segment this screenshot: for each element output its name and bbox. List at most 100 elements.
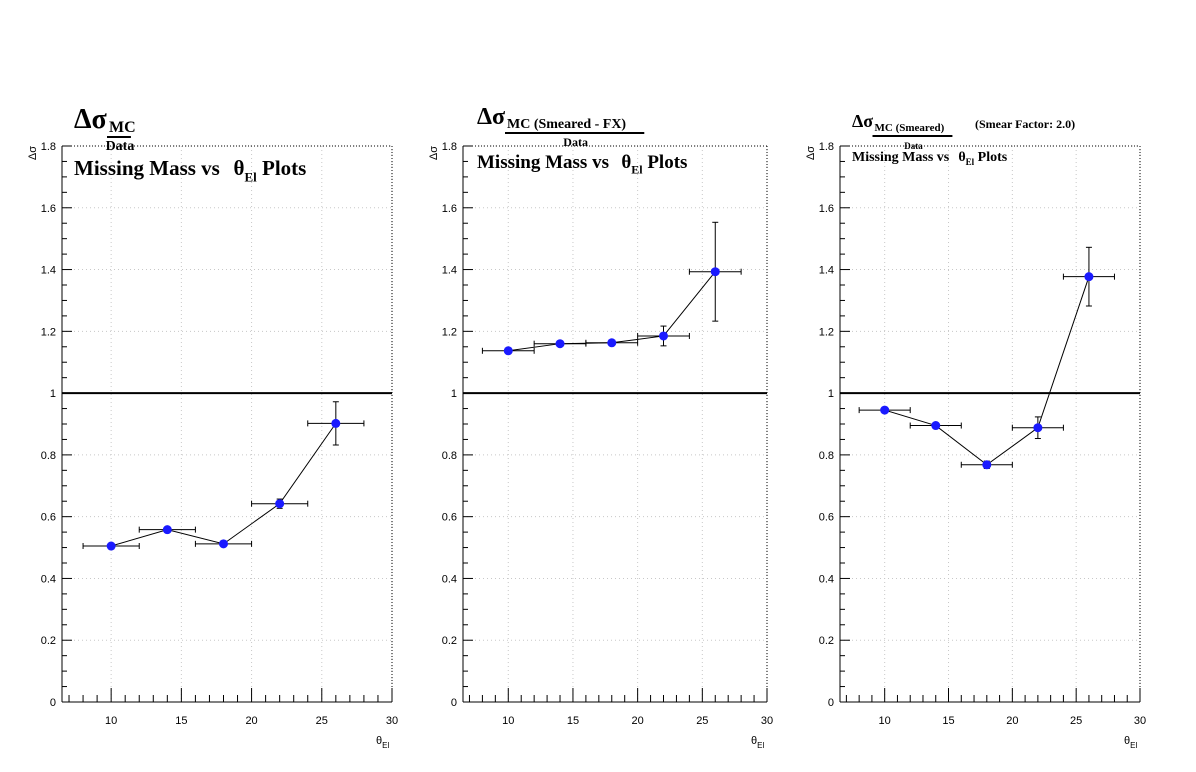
subtitle-symbol: θ <box>621 152 631 173</box>
x-axis-label-symbol: θ <box>1124 735 1130 747</box>
subtitle-symbol: θ <box>958 150 965 165</box>
data-marker <box>880 405 890 415</box>
title-numerator: MC (Smeared) <box>875 122 945 134</box>
x-axis-label-symbol: θ <box>751 735 757 747</box>
subtitle-prefix: Missing Mass vs <box>477 152 614 173</box>
chart-panel-1: 00.20.40.60.811.21.41.61.810 15 20 25 30ΔσθE… <box>27 104 398 750</box>
grid <box>62 145 393 703</box>
x-tick-label: 30 <box>761 715 773 727</box>
data-point-1 <box>82 541 140 551</box>
title-main: Δσ <box>852 111 873 131</box>
y-tick-label: 1 <box>828 388 834 400</box>
chart-panel-2: 00.20.40.60.811.21.41.61.810 15 20 25 30ΔσθE… <box>428 104 773 750</box>
x-axis-label-subscript: El <box>382 741 389 750</box>
data-marker <box>931 421 941 431</box>
x-tick-label: 20 <box>245 715 257 727</box>
subtitle: Missing Mass vs θEl Plots <box>477 152 687 177</box>
y-axis-label: Δσ <box>27 146 39 160</box>
subtitle-subscript: El <box>631 163 643 177</box>
title-main: Δσ <box>74 104 108 135</box>
data-point-2 <box>909 421 962 431</box>
y-tick-label: 0.8 <box>41 450 56 462</box>
x-axis-label: θEl <box>751 735 764 750</box>
y-tick-label: 1.8 <box>819 141 834 153</box>
y-tick-label: 1 <box>50 388 56 400</box>
y-tick-label: 1.4 <box>819 265 834 277</box>
x-tick-label: 25 <box>696 715 708 727</box>
y-tick-label: 0.4 <box>442 573 457 585</box>
data-point-2 <box>533 339 587 349</box>
title-numerator: MC <box>109 119 136 136</box>
x-tick-label: 15 <box>567 715 579 727</box>
data-point-3 <box>585 338 639 348</box>
smear-factor-note: (Smear Factor: 2.0) <box>975 117 1075 131</box>
data-point-5 <box>307 401 365 446</box>
y-tick-label: 1.8 <box>442 141 457 153</box>
y-tick-label: 1.6 <box>442 203 457 215</box>
data-point-5 <box>1062 246 1115 307</box>
y-tick-label: 1.6 <box>819 203 834 215</box>
subtitle-prefix: Missing Mass vs <box>852 150 953 165</box>
y-tick-label: 1.2 <box>41 326 56 338</box>
x-axis-label: θEl <box>376 735 389 750</box>
title-main: Δσ <box>477 104 505 130</box>
data-marker <box>162 525 172 535</box>
title-denominator: Data <box>563 135 588 149</box>
x-tick-label: 20 <box>1006 715 1018 727</box>
y-tick-label: 0.2 <box>41 635 56 647</box>
data-marker <box>607 338 617 348</box>
x-axis-label: θEl <box>1124 735 1137 750</box>
subtitle-suffix: Plots <box>643 152 688 173</box>
x-ticks: 10 15 20 25 30 <box>468 688 773 727</box>
y-tick-label: 1.4 <box>41 265 56 277</box>
y-tick-label: 0.4 <box>819 573 834 585</box>
subtitle-symbol: θ <box>234 156 245 180</box>
y-tick-label: 0.8 <box>442 450 457 462</box>
series-line <box>111 423 337 547</box>
subtitle-subscript: El <box>966 157 975 167</box>
x-tick-label: 10 <box>502 715 514 727</box>
data-marker <box>503 346 513 356</box>
title-denominator: Data <box>106 139 135 154</box>
subtitle-subscript: El <box>244 169 257 184</box>
x-tick-label: 15 <box>942 715 954 727</box>
x-axis-label-subscript: El <box>1130 741 1137 750</box>
subtitle-suffix: Plots <box>974 150 1008 165</box>
data-marker <box>1033 423 1043 433</box>
y-tick-label: 1 <box>451 388 457 400</box>
data-point-4 <box>637 325 690 347</box>
chart-title: Δσ MC (Smeared - FX) Data <box>477 104 645 149</box>
y-tick-label: 1.6 <box>41 203 56 215</box>
x-tick-label: 15 <box>175 715 187 727</box>
data-point-4 <box>1011 416 1064 440</box>
grid <box>840 145 1141 703</box>
data-point-5 <box>688 221 742 322</box>
y-ticks: 0 0.2 0.4 0.6 0.8 1 1.2 1.4 1.6 1.8 <box>819 141 850 709</box>
data-point-3 <box>960 460 1013 470</box>
y-ticks: 0 0.2 0.4 0.6 0.8 1 1.2 1.4 1.6 1.8 <box>442 141 473 709</box>
data-marker <box>659 331 669 341</box>
y-tick-label: 0.8 <box>819 450 834 462</box>
y-tick-label: 1.8 <box>41 141 56 153</box>
chart-panel-3: 00.20.40.60.811.21.41.61.810 15 20 25 30ΔσθE… <box>805 111 1146 750</box>
data-marker <box>106 541 116 551</box>
data-marker <box>331 418 341 428</box>
data-point-4 <box>251 498 309 509</box>
data-point-2 <box>138 525 196 535</box>
y-ticks: 0 0.2 0.4 0.6 0.8 1 1.2 1.4 1.6 1.8 <box>41 141 72 709</box>
data-marker <box>1084 272 1094 282</box>
subtitle: Missing Mass vs θEl Plots <box>852 150 1008 167</box>
x-axis-label-subscript: El <box>757 741 764 750</box>
title-denominator: Data <box>904 141 923 151</box>
y-tick-label: 0.6 <box>442 512 457 524</box>
subtitle-prefix: Missing Mass vs <box>74 156 225 180</box>
x-tick-label: 30 <box>386 715 398 727</box>
subtitle: Missing Mass vs θEl Plots <box>74 156 306 184</box>
y-tick-label: 0.4 <box>41 573 56 585</box>
data-point-1 <box>858 405 911 415</box>
x-tick-label: 20 <box>632 715 644 727</box>
data-marker <box>275 499 285 509</box>
x-ticks: 10 15 20 25 30 <box>845 688 1146 727</box>
data-point-1 <box>481 346 535 356</box>
